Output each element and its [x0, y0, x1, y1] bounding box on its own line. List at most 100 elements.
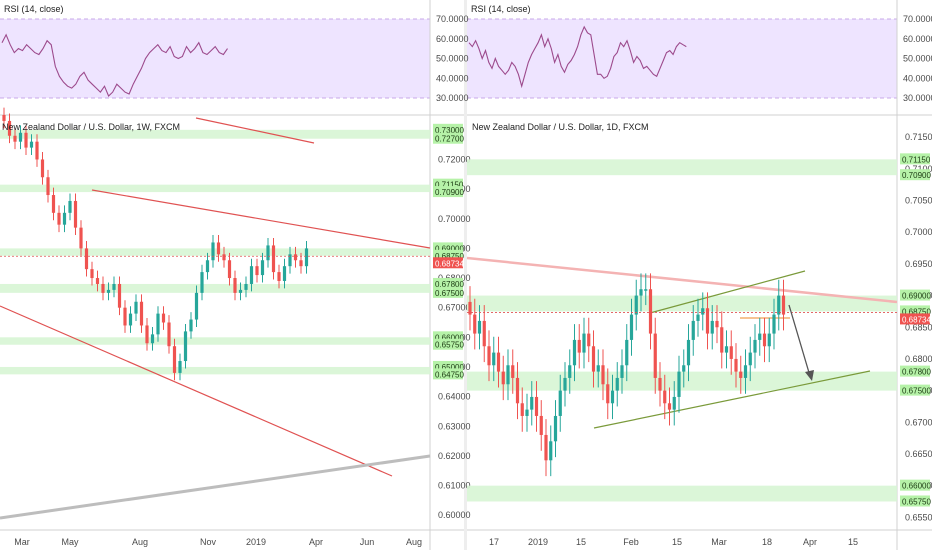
candle-body — [667, 403, 672, 410]
candle-body — [625, 339, 629, 366]
price-tick-label: 0.67000 — [905, 417, 932, 427]
price-level-tag — [433, 186, 463, 198]
candle-body — [156, 313, 160, 335]
candle-body — [701, 308, 705, 315]
left-rsi-band — [0, 19, 430, 98]
candle-body — [720, 327, 724, 353]
time-tick-label: May — [61, 537, 79, 547]
price-level-tag-label: 0.65750 — [435, 341, 464, 350]
time-tick-label: 17 — [489, 537, 499, 547]
candle-body — [511, 365, 515, 378]
candle-body — [558, 390, 562, 416]
candle-body — [762, 333, 767, 347]
candle-body — [266, 245, 270, 261]
price-zone — [0, 337, 430, 345]
candle-body — [572, 339, 577, 366]
price-level-tag-label: 0.64750 — [435, 370, 464, 379]
candle-body — [117, 283, 122, 308]
candle-body — [13, 135, 17, 142]
candle-body — [150, 334, 155, 344]
candle-body — [615, 377, 619, 391]
price-level-tag-label: 0.72700 — [435, 135, 464, 144]
price-tick-label: 0.63000 — [438, 421, 471, 431]
price-level-tag — [433, 178, 463, 190]
candle-body — [639, 289, 643, 296]
price-tick-label: 0.62000 — [438, 451, 471, 461]
price-level-tag-label: 0.68750 — [435, 252, 464, 261]
price-level-tag — [433, 242, 463, 254]
candle-body — [57, 212, 61, 225]
candle-body — [729, 346, 733, 359]
candle-body — [696, 314, 700, 321]
candle-body — [777, 295, 781, 315]
price-level-tag-label: 0.67800 — [435, 280, 464, 289]
candle-body — [520, 403, 524, 416]
candle-body — [705, 308, 710, 334]
rsi-tick-label: 30.0000 — [436, 93, 469, 103]
candle-body — [539, 415, 543, 435]
candle-body — [644, 289, 648, 291]
candle-body — [244, 283, 248, 290]
candle-body — [739, 371, 743, 378]
candle-body — [468, 301, 472, 315]
trend-line — [649, 270, 806, 314]
candle-body — [477, 320, 482, 334]
candle-body — [216, 242, 221, 255]
price-level-tag-label: 0.68734 — [902, 315, 931, 324]
candle-body — [178, 361, 182, 373]
price-level-tag-label: 0.67500 — [902, 387, 931, 396]
candle-body — [139, 301, 144, 326]
projection-arrow — [788, 304, 811, 377]
candle-body — [530, 396, 534, 410]
rsi-tick-label: 70.0000 — [903, 14, 932, 24]
time-tick-label: Aug — [406, 537, 422, 547]
candle-body — [24, 132, 28, 148]
candle-body — [299, 260, 303, 267]
candle-body — [227, 260, 232, 279]
candle-body — [101, 283, 105, 293]
price-zone — [0, 248, 430, 256]
rsi-line — [1, 33, 228, 97]
price-level-tag — [433, 123, 463, 135]
candle-body — [591, 346, 596, 372]
candle-body — [587, 333, 591, 347]
price-zone — [467, 295, 897, 312]
candle-body — [767, 333, 771, 347]
price-level-tag-label: 0.70900 — [902, 171, 931, 180]
candle-body — [515, 377, 520, 404]
price-level-tag — [900, 305, 930, 317]
price-level-tag-label: 0.71150 — [435, 181, 464, 190]
time-tick-label: 18 — [762, 537, 772, 547]
candle-body — [293, 254, 298, 261]
candle-body — [629, 314, 634, 340]
price-tick-label: 0.70000 — [438, 214, 471, 224]
time-tick-label: Jun — [360, 537, 375, 547]
price-level-tag — [433, 249, 463, 261]
time-tick-label: 15 — [848, 537, 858, 547]
candle-body — [95, 278, 100, 284]
price-level-tag-label: 0.67800 — [902, 368, 931, 377]
price-level-tag — [433, 132, 463, 144]
candle-body — [161, 313, 166, 323]
price-zone — [0, 283, 430, 293]
chart-title: New Zealand Dollar / U.S. Dollar, 1W, FX… — [2, 122, 180, 132]
price-level-tag — [900, 384, 930, 396]
candle-body — [62, 212, 67, 225]
candle-body — [648, 289, 653, 334]
candle-body — [496, 352, 501, 372]
candle-body — [691, 320, 695, 340]
price-level-tag — [900, 313, 930, 325]
candle-body — [563, 377, 567, 391]
price-level-tag — [900, 479, 930, 491]
candle-body — [90, 269, 94, 279]
price-level-tag-label: 0.65750 — [902, 497, 931, 506]
rsi-tick-label: 40.0000 — [903, 73, 932, 83]
rsi-tick-label: 60.0000 — [436, 34, 469, 44]
time-tick-label: Mar — [14, 537, 30, 547]
rsi-tick-label: 60.0000 — [903, 34, 932, 44]
candle-body — [501, 371, 505, 385]
